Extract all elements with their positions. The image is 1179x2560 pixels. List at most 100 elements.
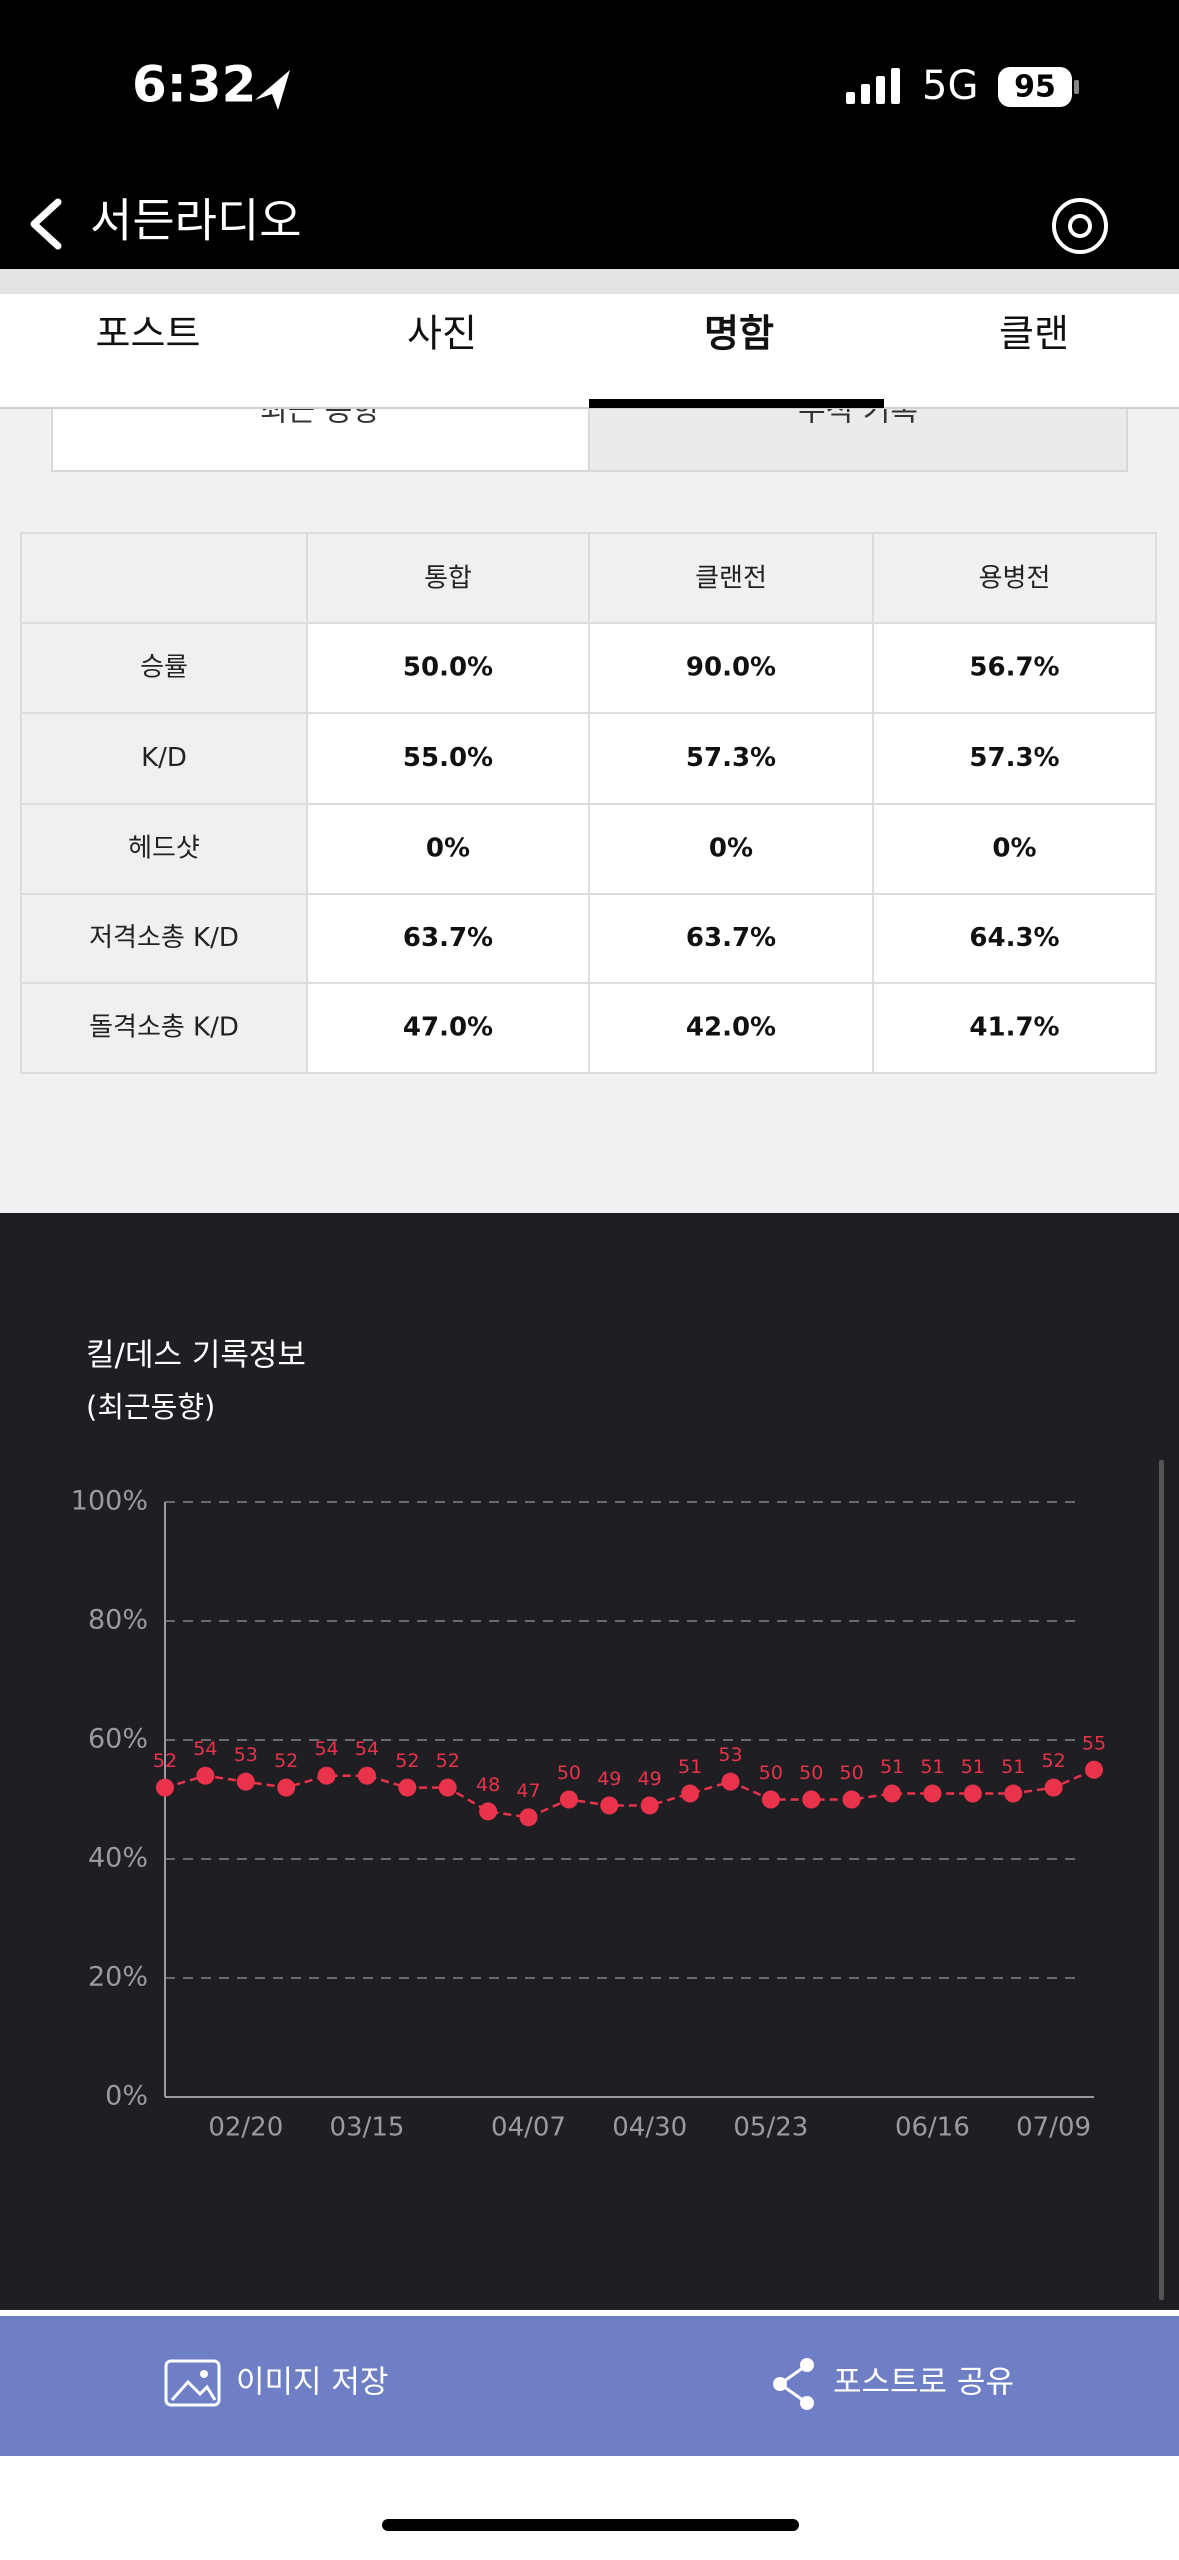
point	[479, 1802, 498, 1821]
value-label: 51	[920, 1756, 944, 1778]
row-header: 돌격소총 K/D	[89, 1013, 239, 1043]
point	[721, 1772, 740, 1791]
point	[236, 1772, 255, 1791]
value-label: 54	[193, 1738, 217, 1760]
value-label: 53	[718, 1744, 742, 1766]
point	[1044, 1778, 1063, 1797]
point	[317, 1766, 336, 1785]
x-tick-label: 04/30	[612, 2113, 687, 2143]
table-cell: 56.7%	[969, 653, 1059, 683]
y-tick-label: 100%	[71, 1486, 148, 1517]
table-cell: 64.3%	[969, 923, 1059, 953]
value-label: 52	[395, 1750, 419, 1772]
value-label: 50	[557, 1762, 581, 1784]
network: 5G	[922, 63, 978, 109]
action-label: 이미지 저장	[236, 2365, 388, 2401]
value-label: 49	[638, 1768, 662, 1790]
point	[1085, 1760, 1103, 1779]
y-tick-label: 80%	[88, 1605, 148, 1636]
value-label: 54	[314, 1738, 338, 1760]
table-cell: 0%	[426, 834, 470, 864]
point	[519, 1808, 538, 1827]
value-label: 51	[880, 1756, 904, 1778]
tab-bar	[0, 294, 1179, 408]
tab[interactable]: 클랜	[999, 312, 1069, 356]
value-label: 53	[234, 1744, 258, 1766]
x-tick-label: 03/15	[329, 2113, 404, 2143]
table-cell: 42.0%	[686, 1013, 776, 1043]
battery-level: 95	[1014, 70, 1056, 105]
tab[interactable]: 사진	[407, 312, 477, 356]
x-tick-label: 04/07	[491, 2113, 566, 2143]
value-label: 52	[436, 1750, 460, 1772]
action-bar	[0, 2316, 1179, 2456]
row-header: K/D	[141, 743, 187, 773]
value-label: 47	[516, 1780, 540, 1802]
share-button[interactable]: 포스트로 공유	[773, 2358, 1014, 2410]
point	[640, 1796, 659, 1815]
value-label: 52	[274, 1750, 298, 1772]
back-button[interactable]	[30, 198, 62, 250]
tab-indicator	[589, 399, 884, 408]
x-tick-label: 02/20	[208, 2113, 283, 2143]
value-label: 51	[678, 1756, 702, 1778]
table-cell: 57.3%	[969, 743, 1059, 773]
value-label: 55	[1082, 1732, 1106, 1754]
battery-tip	[1074, 80, 1079, 94]
settings-button[interactable]	[1052, 198, 1108, 254]
value-label: 51	[1001, 1756, 1025, 1778]
scrollbar	[1159, 1460, 1164, 2300]
point	[883, 1784, 902, 1803]
header-title: 서든라디오	[90, 194, 302, 248]
table-cell: 63.7%	[686, 923, 776, 953]
point	[398, 1778, 417, 1797]
row-header: 헤드샷	[128, 834, 200, 864]
table-cell: 0%	[709, 834, 753, 864]
row-header: 저격소총 K/D	[89, 923, 239, 953]
x-tick-label: 06/16	[895, 2113, 970, 2143]
table-cell: 41.7%	[969, 1013, 1059, 1043]
y-tick-label: 60%	[88, 1724, 148, 1755]
point	[277, 1778, 296, 1797]
point	[438, 1778, 457, 1797]
point	[196, 1766, 215, 1785]
chart-subtitle: (최근동향)	[86, 1390, 215, 1424]
point	[156, 1778, 174, 1797]
point	[842, 1790, 861, 1809]
action-label: 포스트로 공유	[833, 2365, 1014, 2401]
status-time: 6:32	[132, 56, 256, 114]
value-label: 54	[355, 1738, 379, 1760]
save-image-button[interactable]: 이미지 저장	[164, 2359, 388, 2407]
tab[interactable]: 명함	[704, 312, 774, 356]
point	[357, 1766, 376, 1785]
header-bg	[0, 0, 1179, 269]
value-label: 50	[759, 1762, 783, 1784]
table-cell: 0%	[992, 834, 1036, 864]
x-tick-label: 07/09	[1016, 2113, 1091, 2143]
column-header: 클랜전	[695, 564, 767, 594]
chart-title: 킬/데스 기록정보	[86, 1338, 306, 1374]
value-label: 52	[153, 1750, 177, 1772]
y-tick-label: 0%	[105, 2081, 148, 2112]
table-cell: 55.0%	[403, 743, 493, 773]
point	[802, 1790, 821, 1809]
y-tick-label: 20%	[88, 1962, 148, 1993]
signal-icon	[846, 68, 900, 104]
tab[interactable]: 포스트	[96, 312, 201, 356]
point	[559, 1790, 578, 1809]
table-cell: 90.0%	[686, 653, 776, 683]
point	[600, 1796, 619, 1815]
home-indicator	[382, 2519, 799, 2531]
point	[963, 1784, 982, 1803]
value-label: 48	[476, 1774, 500, 1796]
value-label: 49	[597, 1768, 621, 1790]
point	[923, 1784, 942, 1803]
table-cell: 47.0%	[403, 1013, 493, 1043]
chart-bg	[0, 1213, 1179, 2310]
x-tick-label: 05/23	[733, 2113, 808, 2143]
value-label: 50	[840, 1762, 864, 1784]
value-label: 51	[961, 1756, 985, 1778]
value-label: 52	[1042, 1750, 1066, 1772]
location-icon	[255, 70, 290, 110]
